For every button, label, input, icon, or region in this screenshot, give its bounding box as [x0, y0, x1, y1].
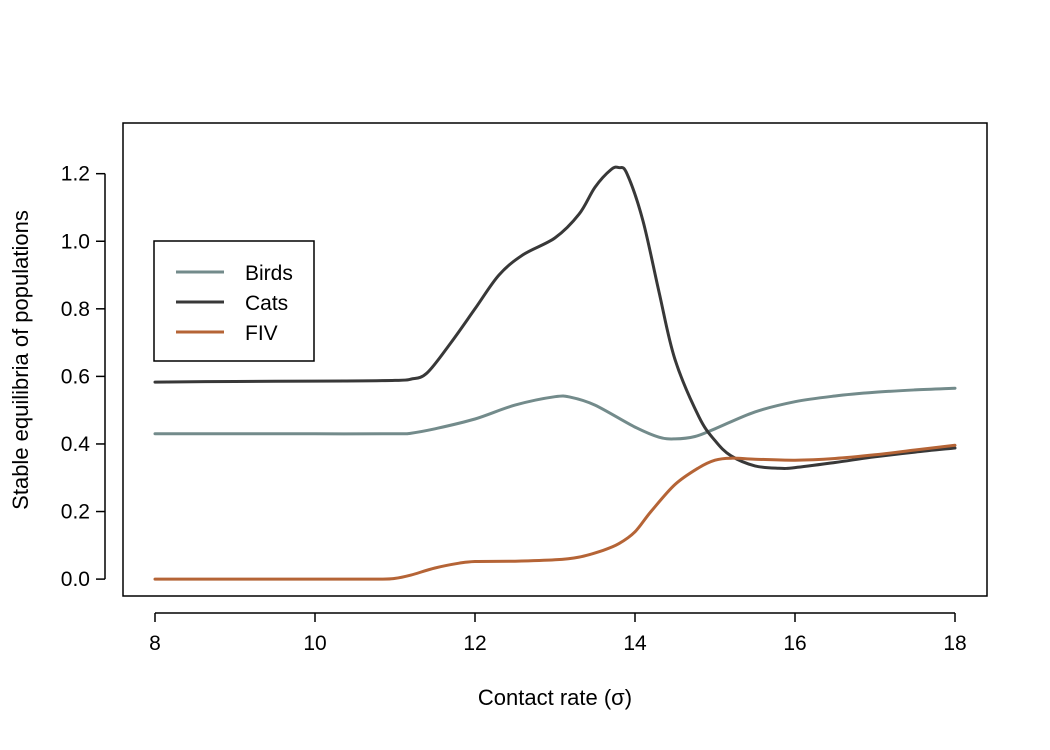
x-tick-label: 10 [303, 632, 326, 655]
x-tick-label: 14 [623, 632, 647, 655]
series-line-birds [153, 386, 957, 441]
x-axis-label: Contact rate (σ) [478, 685, 632, 710]
x-tick-label: 18 [943, 632, 966, 655]
series-line-fiv [153, 443, 957, 581]
x-tick-label: 8 [149, 632, 161, 655]
y-tick-label: 1.0 [61, 230, 90, 253]
plot-frame [122, 122, 988, 597]
y-tick-label: 1.2 [61, 163, 90, 186]
legend-label-birds: Birds [245, 262, 293, 285]
legend-label-cats: Cats [245, 292, 288, 315]
y-tick-label: 0.6 [61, 365, 90, 388]
y-axis-label: Stable equilibria of populations [8, 210, 33, 510]
x-tick-label: 16 [783, 632, 806, 655]
y-tick-label: 0.2 [61, 501, 90, 524]
y-tick-label: 0.4 [61, 433, 91, 456]
y-tick-label: 0.0 [61, 568, 90, 591]
y-tick-label: 0.8 [61, 298, 90, 321]
series-line-cats [153, 165, 957, 470]
x-tick-label: 12 [463, 632, 486, 655]
legend-label-fiv: FIV [245, 322, 278, 345]
